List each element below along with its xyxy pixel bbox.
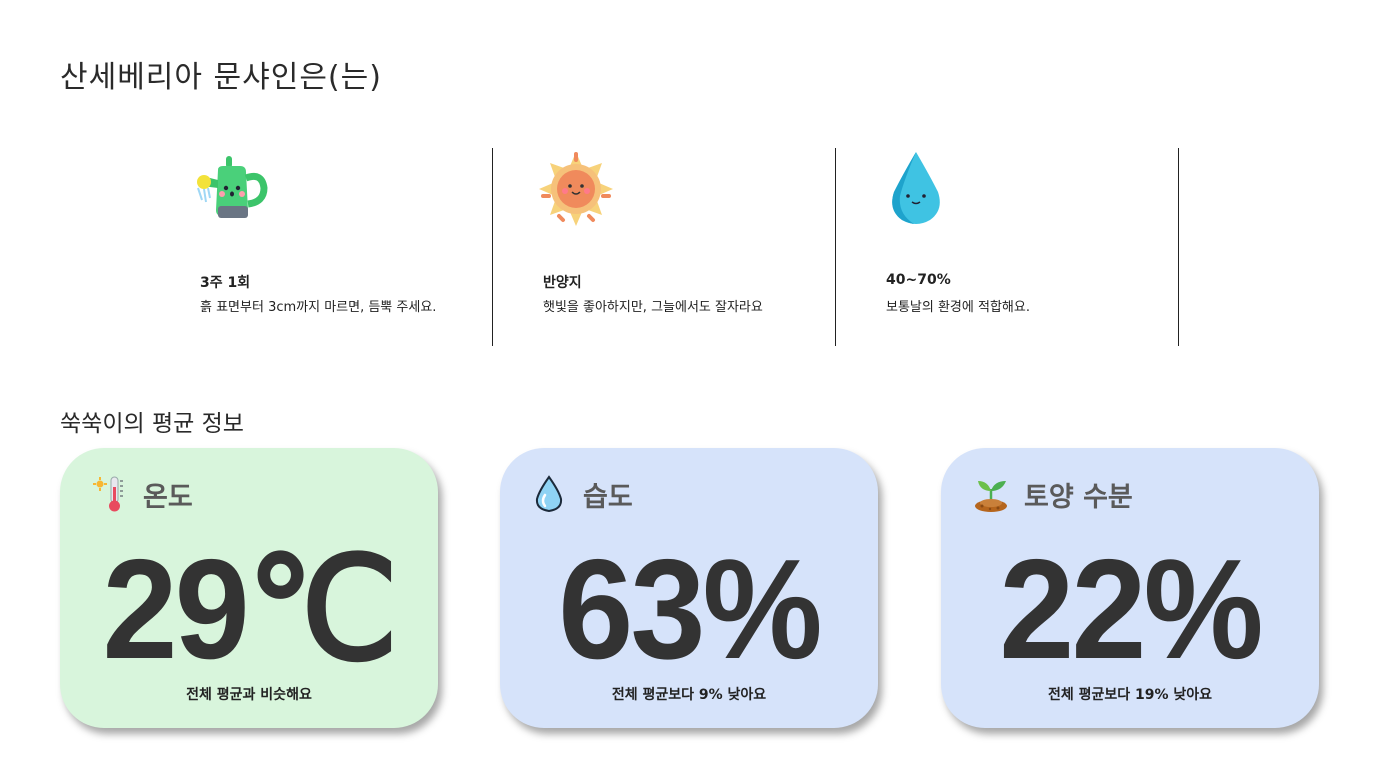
care-item-light: 반양지 햇빛을 좋아하지만, 그늘에서도 잘자라요 [493,148,836,346]
water-drop-icon [882,152,960,226]
average-info-title: 쑥쑥이의 평균 정보 [60,411,244,437]
soil-moisture-comparison: 전체 평균보다 19% 낮아요 [1047,687,1213,703]
humidity-drop-icon [533,475,569,513]
humidity-description: 보통날의 환경에 적합해요. [886,300,1030,315]
temperature-card-header: 온도 [93,474,193,514]
soil-moisture-value: 22% [999,530,1263,689]
soil-moisture-card: 토양 수분 22% 전체 평균보다 19% 낮아요 [941,448,1319,728]
watering-frequency: 3주 1회 [200,275,251,291]
care-item-humidity: 40~70% 보통날의 환경에 적합해요. [836,148,1179,346]
sprout-soil-icon [974,475,1010,513]
page-title: 산세베리아 문샤인은(는) [60,60,382,95]
thermometer-icon [93,475,129,513]
humidity-label: 습도 [583,481,633,513]
sun-icon [539,152,617,226]
light-description: 햇빛을 좋아하지만, 그늘에서도 잘자라요 [543,300,763,315]
temperature-comparison: 전체 평균과 비슷해요 [186,687,312,703]
watering-can-icon [196,152,274,226]
soil-moisture-label: 토양 수분 [1024,481,1133,513]
light-level: 반양지 [543,275,582,291]
humidity-comparison: 전체 평균보다 9% 낮아요 [611,687,767,703]
humidity-card-header: 습도 [533,474,633,514]
temperature-card: 온도 29℃ 전체 평균과 비슷해요 [60,448,438,728]
humidity-value: 63% [558,530,822,689]
temperature-value: 29℃ [102,530,398,689]
watering-description: 흙 표면부터 3cm까지 마르면, 듬뿍 주세요. [200,300,437,315]
humidity-card: 습도 63% 전체 평균보다 9% 낮아요 [500,448,878,728]
humidity-range: 40~70% [886,272,951,288]
soil-moisture-card-header: 토양 수분 [974,474,1133,514]
temperature-label: 온도 [143,481,193,513]
care-guide-row: 3주 1회 흙 표면부터 3cm까지 마르면, 듬뿍 주세요. [150,148,1180,346]
care-item-watering: 3주 1회 흙 표면부터 3cm까지 마르면, 듬뿍 주세요. [150,148,493,346]
